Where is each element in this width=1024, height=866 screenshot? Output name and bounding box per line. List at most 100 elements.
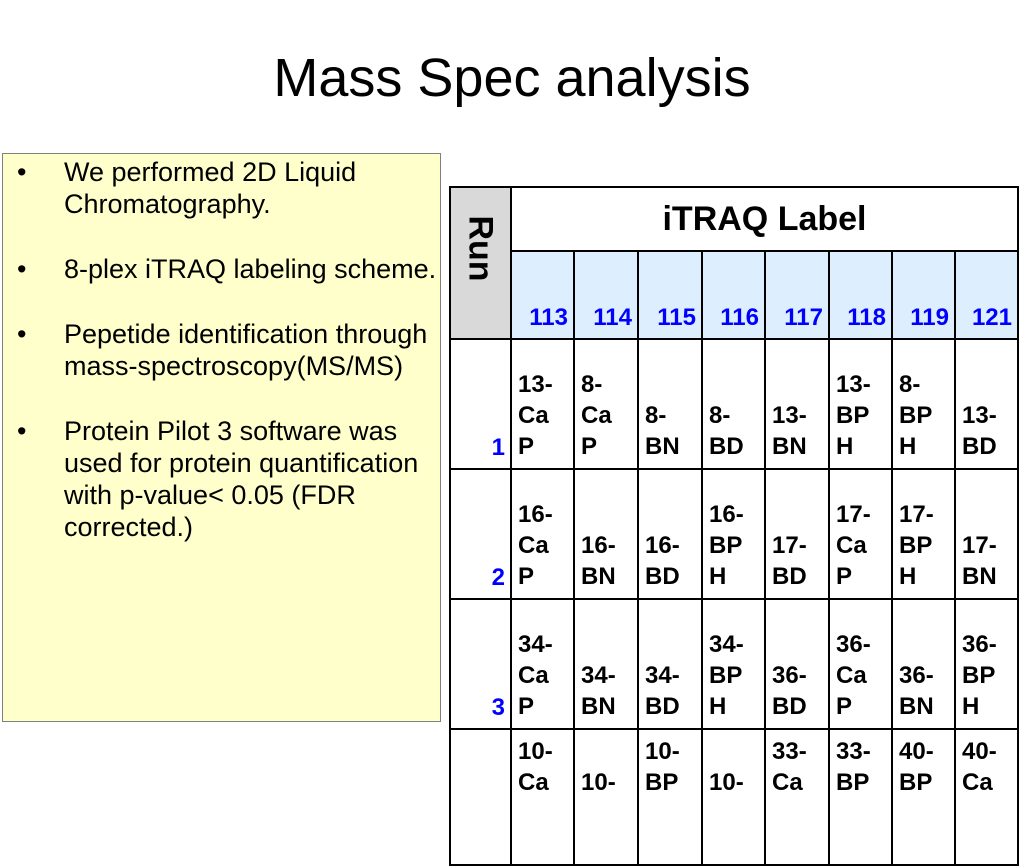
- cell-line: 6: [745, 304, 759, 331]
- cell-line: P: [518, 433, 535, 460]
- itraq-label-header: iTRAQ Label: [510, 186, 1019, 252]
- cell-line: 117: [784, 304, 823, 331]
- cell-line: 118: [847, 304, 886, 331]
- cell-line: 10-: [581, 769, 616, 796]
- sample-cell: 8- Ca P: [573, 338, 639, 470]
- table-row: 10- Ca 10- 10- BP 10- 33- Ca 33- BP 40- BP 40- Ca: [449, 728, 1019, 866]
- sample-cell: 10-: [701, 728, 766, 866]
- cell-line: H: [709, 563, 727, 590]
- cell-line: BP: [962, 662, 996, 689]
- sample-cell: 36- BP H: [954, 598, 1019, 730]
- sample-cell: 17- Ca P: [828, 468, 893, 600]
- cell-line: BP: [899, 769, 933, 796]
- cell-line: 40-: [962, 738, 997, 765]
- cell-line: 3: [554, 304, 568, 331]
- bullet-text: We performed 2D Liquid Chromatography.: [64, 157, 357, 219]
- itraq-label-cell: 116: [701, 250, 766, 340]
- cell-line: H: [899, 563, 917, 590]
- cell-line: Ca: [518, 662, 549, 689]
- bullet-text: 8-plex iTRAQ labeling scheme.: [64, 254, 437, 284]
- cell-line: BP: [836, 769, 870, 796]
- cell-line: BN: [962, 563, 997, 590]
- cell-line: 36-: [962, 631, 997, 658]
- sample-cell: 36- Ca P: [828, 598, 893, 730]
- cell-line: 17-: [899, 501, 934, 528]
- table-row: 3 34- Ca P 34- BN 34- BD 34- BP H 36- BD 36- Ca P 36- BN 3…: [449, 598, 1019, 730]
- cell-line: 40-: [899, 738, 934, 765]
- sample-cell: 17- BD: [764, 468, 830, 600]
- cell-line: 13-: [836, 371, 871, 398]
- cell-line: 16-: [709, 501, 744, 528]
- cell-line: 16-: [518, 501, 553, 528]
- bullet-dot-icon: •: [17, 157, 27, 187]
- sample-cell: 33- BP: [828, 728, 893, 866]
- sample-cell: 16- BN: [573, 468, 639, 600]
- cell-line: BP: [645, 769, 679, 796]
- itraq-table-wrapper: Run iTRAQ Label 113 114 115 116 117 118 119 121…: [449, 186, 1019, 866]
- cell-line: 36-: [836, 631, 871, 658]
- cell-line: 8-: [899, 371, 921, 398]
- cell-line: 17-: [962, 532, 997, 559]
- sample-cell: 40- Ca: [954, 728, 1019, 866]
- bullet-dot-icon: •: [17, 416, 27, 446]
- sample-cell: 34- BN: [573, 598, 639, 730]
- itraq-label-cell: 118: [828, 250, 893, 340]
- cell-line: Ca: [581, 402, 612, 429]
- cell-line: P: [836, 563, 853, 590]
- cell-line: 8-: [645, 402, 667, 429]
- label-row: 113 114 115 116 117 118 119 121: [450, 250, 1019, 340]
- cell-line: 34-: [581, 662, 616, 689]
- cell-line: 114: [593, 304, 632, 331]
- sample-cell: 10-: [573, 728, 639, 866]
- cell-line: BP: [899, 532, 933, 559]
- cell-line: 115: [657, 304, 696, 331]
- cell-line: BD: [709, 433, 744, 460]
- cell-line: 8-: [581, 371, 603, 398]
- sample-cell: 16- BP H: [701, 468, 766, 600]
- sample-cell: 34- BD: [637, 598, 703, 730]
- cell-line: 16-: [581, 532, 616, 559]
- cell-line: P: [836, 693, 853, 720]
- bullet-dot-icon: •: [17, 254, 27, 284]
- itraq-label-cell: 114: [573, 250, 639, 340]
- sample-cell: 10- Ca: [510, 728, 575, 866]
- cell-line: BD: [772, 563, 807, 590]
- cell-line: 13-: [518, 371, 553, 398]
- cell-line: H: [709, 693, 727, 720]
- run-number: 3: [449, 598, 512, 730]
- cell-line: P: [518, 563, 535, 590]
- cell-line: Ca: [962, 769, 993, 796]
- itraq-table: Run iTRAQ Label 113 114 115 116 117 118 119 121…: [449, 186, 1019, 866]
- bullet-item: • We performed 2D Liquid Chromatography.: [3, 156, 438, 220]
- sample-cell: 8- BD: [701, 338, 766, 470]
- bullet-text: Pepetide identification through mass-spe…: [64, 319, 428, 381]
- bullet-item: • Protein Pilot 3 software was used for p…: [3, 415, 438, 543]
- cell-line: 10-: [645, 738, 680, 765]
- itraq-label-cell: 117: [764, 250, 830, 340]
- run-header-cell: Run: [449, 186, 512, 340]
- table-row: 1 13- Ca P 8- Ca P 8- BN 8- BD 13- BN 13- BP H 8- BP H 13- B…: [449, 338, 1019, 470]
- itraq-label-cell: 113: [510, 250, 575, 340]
- cell-line: 11: [720, 304, 746, 331]
- cell-line: BP: [709, 662, 743, 689]
- cell-line: 12: [971, 304, 999, 331]
- bullet-box: • We performed 2D Liquid Chromatography. …: [2, 153, 441, 722]
- sample-cell: 17- BP H: [891, 468, 956, 600]
- bullet-dot-icon: •: [17, 319, 27, 349]
- cell-line: Ca: [518, 532, 549, 559]
- sample-cell: 13- BN: [764, 338, 830, 470]
- cell-line: 9: [935, 304, 949, 331]
- cell-line: P: [581, 433, 598, 460]
- cell-line: P: [518, 693, 535, 720]
- table-row: 2 16- Ca P 16- BN 16- BD 16- BP H 17- BD 17- Ca P 17- BP H…: [449, 468, 1019, 600]
- itraq-label-cell: 119: [891, 250, 956, 340]
- run-header: Run: [462, 214, 500, 282]
- slide-title: Mass Spec analysis: [273, 48, 751, 108]
- run-number: 1: [449, 338, 512, 470]
- cell-line: BP: [709, 532, 743, 559]
- cell-line: 16-: [645, 532, 680, 559]
- cell-line: 11: [910, 304, 936, 331]
- cell-line: 13-: [962, 402, 997, 429]
- cell-line: Ca: [518, 402, 549, 429]
- cell-line: H: [836, 433, 854, 460]
